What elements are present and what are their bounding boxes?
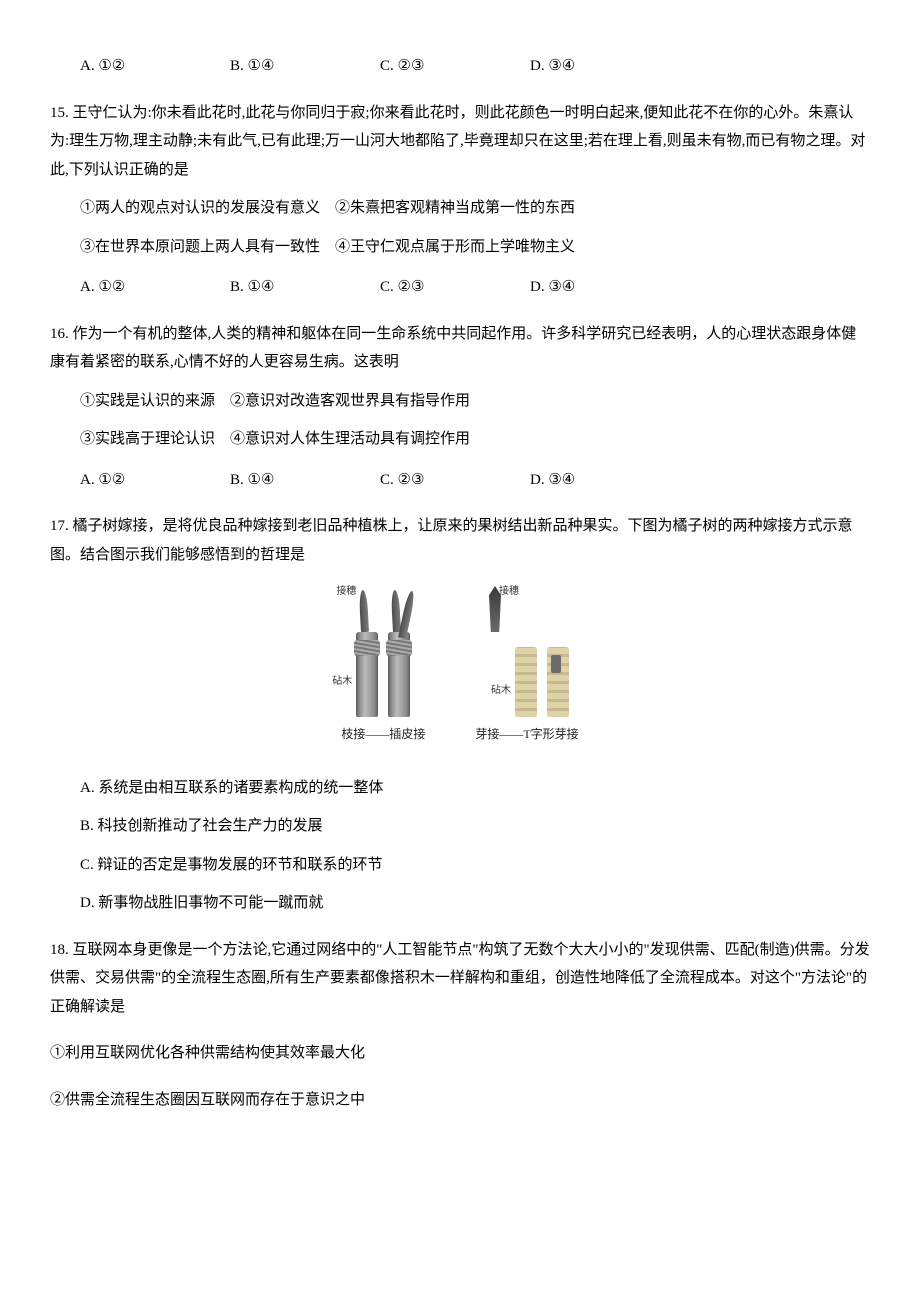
q16-option-c: C. ②③ bbox=[380, 466, 530, 495]
q17-option-b: B. 科技创新推动了社会生产力的发展 bbox=[50, 812, 870, 841]
q15-statements-2: ③在世界本原问题上两人具有一致性 ④王守仁观点属于形而上学唯物主义 bbox=[50, 233, 870, 262]
label-zhenmu: 砧木 bbox=[332, 672, 352, 691]
q15-option-a: A. ①② bbox=[80, 273, 230, 302]
caption-branch-graft: 枝接——插皮接 bbox=[341, 723, 425, 746]
q14-option-a: A. ①② bbox=[80, 52, 230, 81]
figure-branch-graft: 接穗 砧木 枝接——插皮接 bbox=[341, 597, 425, 746]
q15-statements-1: ①两人的观点对认识的发展没有意义 ②朱熹把客观精神当成第一性的东西 bbox=[50, 194, 870, 223]
q17-stem: 17. 橘子树嫁接，是将优良品种嫁接到老旧品种植株上，让原来的果树结出新品种果实… bbox=[50, 512, 870, 569]
q18-stem: 18. 互联网本身更像是一个方法论,它通过网络中的"人工智能节点"构筑了无数个大… bbox=[50, 936, 870, 1022]
q18-statement-1: ①利用互联网优化各种供需结构使其效率最大化 bbox=[50, 1039, 870, 1068]
q16-statements-1: ①实践是认识的来源 ②意识对改造客观世界具有指导作用 bbox=[50, 387, 870, 416]
q14-option-d: D. ③④ bbox=[530, 52, 680, 81]
q17-option-d: D. 新事物战胜旧事物不可能一蹴而就 bbox=[50, 889, 870, 918]
q18-statement-2: ②供需全流程生态圈因互联网而存在于意识之中 bbox=[50, 1086, 870, 1115]
q17-option-c: C. 辩证的否定是事物发展的环节和联系的环节 bbox=[50, 851, 870, 880]
caption-bud-graft: 芽接——T字形芽接 bbox=[475, 723, 578, 746]
q16-statements-2: ③实践高于理论认识 ④意识对人体生理活动具有调控作用 bbox=[50, 425, 870, 454]
q15-option-b: B. ①④ bbox=[230, 273, 380, 302]
q17-figure: 接穗 砧木 枝接——插皮接 接穗 bbox=[50, 587, 870, 756]
q16-stem: 16. 作为一个有机的整体,人类的精神和躯体在同一生命系统中共同起作用。许多科学… bbox=[50, 320, 870, 377]
label-jiesui: 接穗 bbox=[336, 582, 356, 601]
q15-stem: 15. 王守仁认为:你未看此花时,此花与你同归于寂;你来看此花时，则此花颜色一时… bbox=[50, 99, 870, 185]
q16-option-a: A. ①② bbox=[80, 466, 230, 495]
q15-option-d: D. ③④ bbox=[530, 273, 680, 302]
label-zhenmu-2: 砧木 bbox=[491, 681, 511, 700]
q16-option-d: D. ③④ bbox=[530, 466, 680, 495]
q14-option-c: C. ②③ bbox=[380, 52, 530, 81]
q15-options: A. ①② B. ①④ C. ②③ D. ③④ bbox=[50, 273, 870, 302]
q14-options: A. ①② B. ①④ C. ②③ D. ③④ bbox=[50, 52, 870, 81]
q16-options: A. ①② B. ①④ C. ②③ D. ③④ bbox=[50, 466, 870, 495]
label-jiesui-2: 接穗 bbox=[499, 582, 519, 601]
q17-option-a: A. 系统是由相互联系的诸要素构成的统一整体 bbox=[50, 774, 870, 803]
q14-option-b: B. ①④ bbox=[230, 52, 380, 81]
q15-option-c: C. ②③ bbox=[380, 273, 530, 302]
figure-bud-graft: 接穗 砧木 芽接——T字形芽接 bbox=[475, 597, 578, 746]
q16-option-b: B. ①④ bbox=[230, 466, 380, 495]
